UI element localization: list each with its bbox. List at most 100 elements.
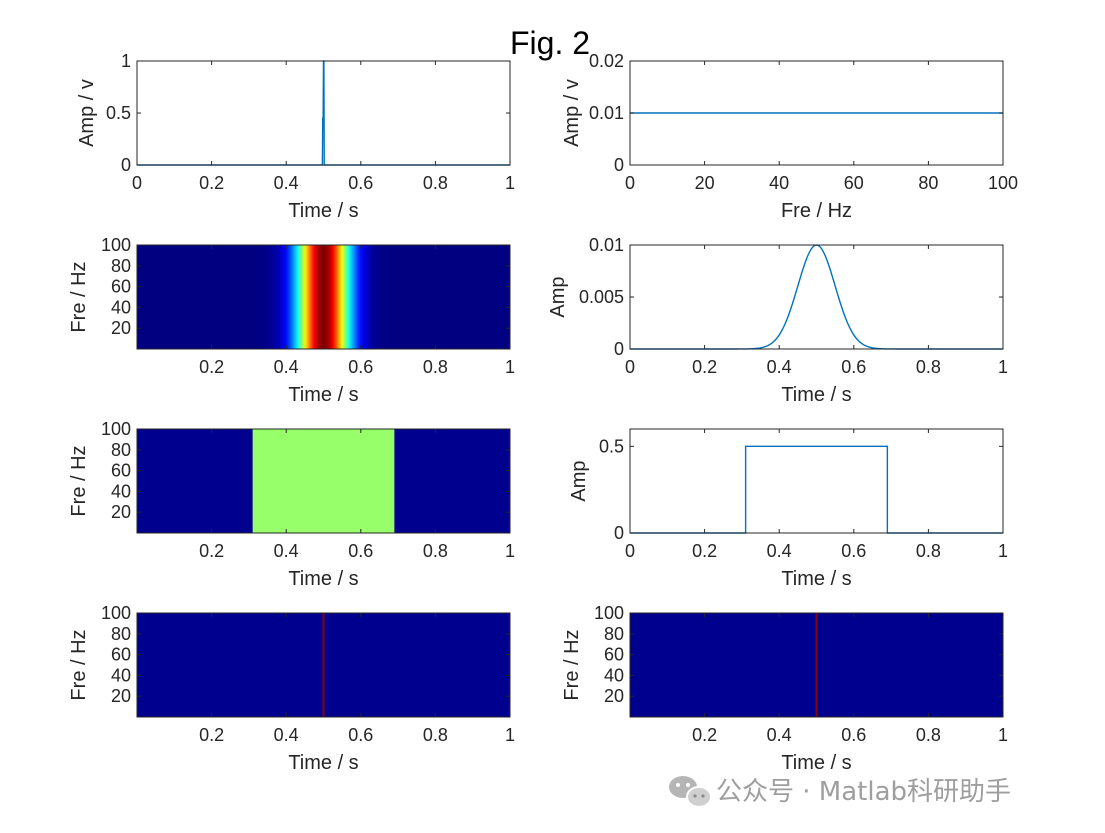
x-tick-label: 80 bbox=[918, 173, 938, 193]
y-tick-label: 0 bbox=[614, 339, 624, 359]
y-tick-label: 20 bbox=[604, 686, 624, 706]
x-axis-label: Fre / Hz bbox=[781, 200, 852, 222]
y-tick-label: 0 bbox=[614, 523, 624, 543]
x-tick-label: 0.2 bbox=[199, 173, 224, 193]
x-tick-label: 0.6 bbox=[348, 541, 373, 561]
y-tick-label: 0.01 bbox=[589, 103, 624, 123]
x-tick-label: 0 bbox=[625, 541, 635, 561]
y-tick-label: 0 bbox=[121, 155, 131, 175]
x-tick-label: 0.8 bbox=[916, 541, 941, 561]
x-tick-label: 1 bbox=[505, 725, 515, 745]
x-tick-label: 1 bbox=[998, 541, 1008, 561]
x-tick-label: 0.2 bbox=[692, 357, 717, 377]
x-tick-label: 0.8 bbox=[423, 725, 448, 745]
y-tick-label: 100 bbox=[101, 603, 131, 623]
x-tick-label: 0.6 bbox=[841, 541, 866, 561]
y-tick-label: 20 bbox=[111, 686, 131, 706]
y-axis-label: Amp / v bbox=[76, 79, 98, 147]
y-tick-label: 0.005 bbox=[579, 287, 624, 307]
y-axis-label: Fre / Hz bbox=[68, 629, 90, 700]
y-tick-label: 80 bbox=[111, 440, 131, 460]
y-tick-label: 60 bbox=[111, 277, 131, 297]
x-tick-label: 0.6 bbox=[841, 725, 866, 745]
x-tick-label: 0.4 bbox=[274, 173, 299, 193]
axes-box bbox=[136, 428, 511, 534]
x-tick-label: 0 bbox=[625, 173, 635, 193]
axes-box bbox=[629, 612, 1004, 718]
x-tick-label: 0.4 bbox=[274, 541, 299, 561]
y-tick-label: 0.02 bbox=[589, 51, 624, 71]
y-tick-label: 80 bbox=[111, 256, 131, 276]
x-tick-label: 1 bbox=[505, 173, 515, 193]
x-tick-label: 0.2 bbox=[199, 725, 224, 745]
y-tick-label: 0.5 bbox=[106, 103, 131, 123]
x-tick-label: 1 bbox=[505, 541, 515, 561]
y-tick-label: 40 bbox=[111, 481, 131, 501]
figure-title: Fig. 2 bbox=[510, 25, 590, 61]
x-tick-label: 60 bbox=[844, 173, 864, 193]
x-axis-label: Time / s bbox=[781, 568, 851, 590]
y-tick-label: 40 bbox=[111, 297, 131, 317]
x-tick-label: 0.2 bbox=[692, 541, 717, 561]
y-tick-label: 60 bbox=[604, 645, 624, 665]
y-tick-label: 1 bbox=[121, 51, 131, 71]
y-axis-label: Amp bbox=[568, 460, 590, 501]
y-tick-label: 40 bbox=[111, 665, 131, 685]
y-tick-label: 40 bbox=[604, 665, 624, 685]
plot-background bbox=[630, 429, 1003, 533]
x-tick-label: 0.6 bbox=[841, 357, 866, 377]
y-axis-label: Fre / Hz bbox=[68, 261, 90, 332]
y-axis-label: Fre / Hz bbox=[68, 445, 90, 516]
x-tick-label: 0.8 bbox=[423, 173, 448, 193]
y-tick-label: 100 bbox=[594, 603, 624, 623]
x-tick-label: 0.4 bbox=[767, 725, 792, 745]
x-tick-label: 0.8 bbox=[916, 725, 941, 745]
y-tick-label: 0.5 bbox=[599, 436, 624, 456]
y-axis-label: Amp bbox=[547, 276, 569, 317]
x-tick-label: 0.6 bbox=[348, 357, 373, 377]
x-tick-label: 100 bbox=[988, 173, 1018, 193]
plot-background bbox=[630, 245, 1003, 349]
y-axis-label: Amp / v bbox=[561, 79, 583, 147]
x-tick-label: 0.8 bbox=[423, 357, 448, 377]
subplot-p6: 0 0.2 0.4 0.6 0.8 1 0 0.5 Time / s Amp bbox=[568, 428, 1008, 590]
x-tick-label: 0.4 bbox=[767, 541, 792, 561]
watermark-text: 公众号 · Matlab科研助手 bbox=[716, 777, 1011, 807]
x-axis-label: Time / s bbox=[781, 384, 851, 406]
subplot-p1: 0 0.2 0.4 0.6 0.8 1 0 0.5 1 Time / s Amp / v bbox=[76, 51, 515, 222]
heatmap-impulse-line bbox=[815, 613, 818, 717]
x-tick-label: 0.4 bbox=[767, 357, 792, 377]
x-tick-label: 0.8 bbox=[423, 541, 448, 561]
y-tick-label: 20 bbox=[111, 318, 131, 338]
subplot-p4: 0 0.2 0.4 0.6 0.8 1 0 0.005 0.01 Time / s Amp bbox=[547, 235, 1008, 406]
y-tick-label: 100 bbox=[101, 419, 131, 439]
axes-box bbox=[136, 244, 511, 350]
heatmap-window-band bbox=[252, 429, 395, 533]
heatmap-background bbox=[137, 245, 510, 349]
x-tick-label: 0.4 bbox=[274, 725, 299, 745]
axes-box bbox=[136, 612, 511, 718]
x-tick-label: 0.2 bbox=[692, 725, 717, 745]
y-tick-label: 80 bbox=[111, 624, 131, 644]
y-tick-label: 100 bbox=[101, 235, 131, 255]
wechat-icon bbox=[669, 776, 712, 808]
x-axis-label: Time / s bbox=[288, 200, 358, 222]
subplot-p2: 0 20 40 60 80 100 0 0.01 0.02 Fre / Hz Amp / v bbox=[561, 51, 1018, 222]
watermark: 公众号 · Matlab科研助手 bbox=[669, 776, 1011, 808]
x-tick-label: 0.2 bbox=[199, 357, 224, 377]
y-tick-label: 80 bbox=[604, 624, 624, 644]
x-tick-label: 20 bbox=[695, 173, 715, 193]
y-tick-label: 0.01 bbox=[589, 235, 624, 255]
x-tick-label: 40 bbox=[769, 173, 789, 193]
x-tick-label: 0 bbox=[132, 173, 142, 193]
x-tick-label: 1 bbox=[998, 725, 1008, 745]
y-axis-label: Fre / Hz bbox=[561, 629, 583, 700]
y-tick-label: 60 bbox=[111, 645, 131, 665]
x-axis-label: Time / s bbox=[288, 752, 358, 774]
x-tick-label: 0.6 bbox=[348, 173, 373, 193]
